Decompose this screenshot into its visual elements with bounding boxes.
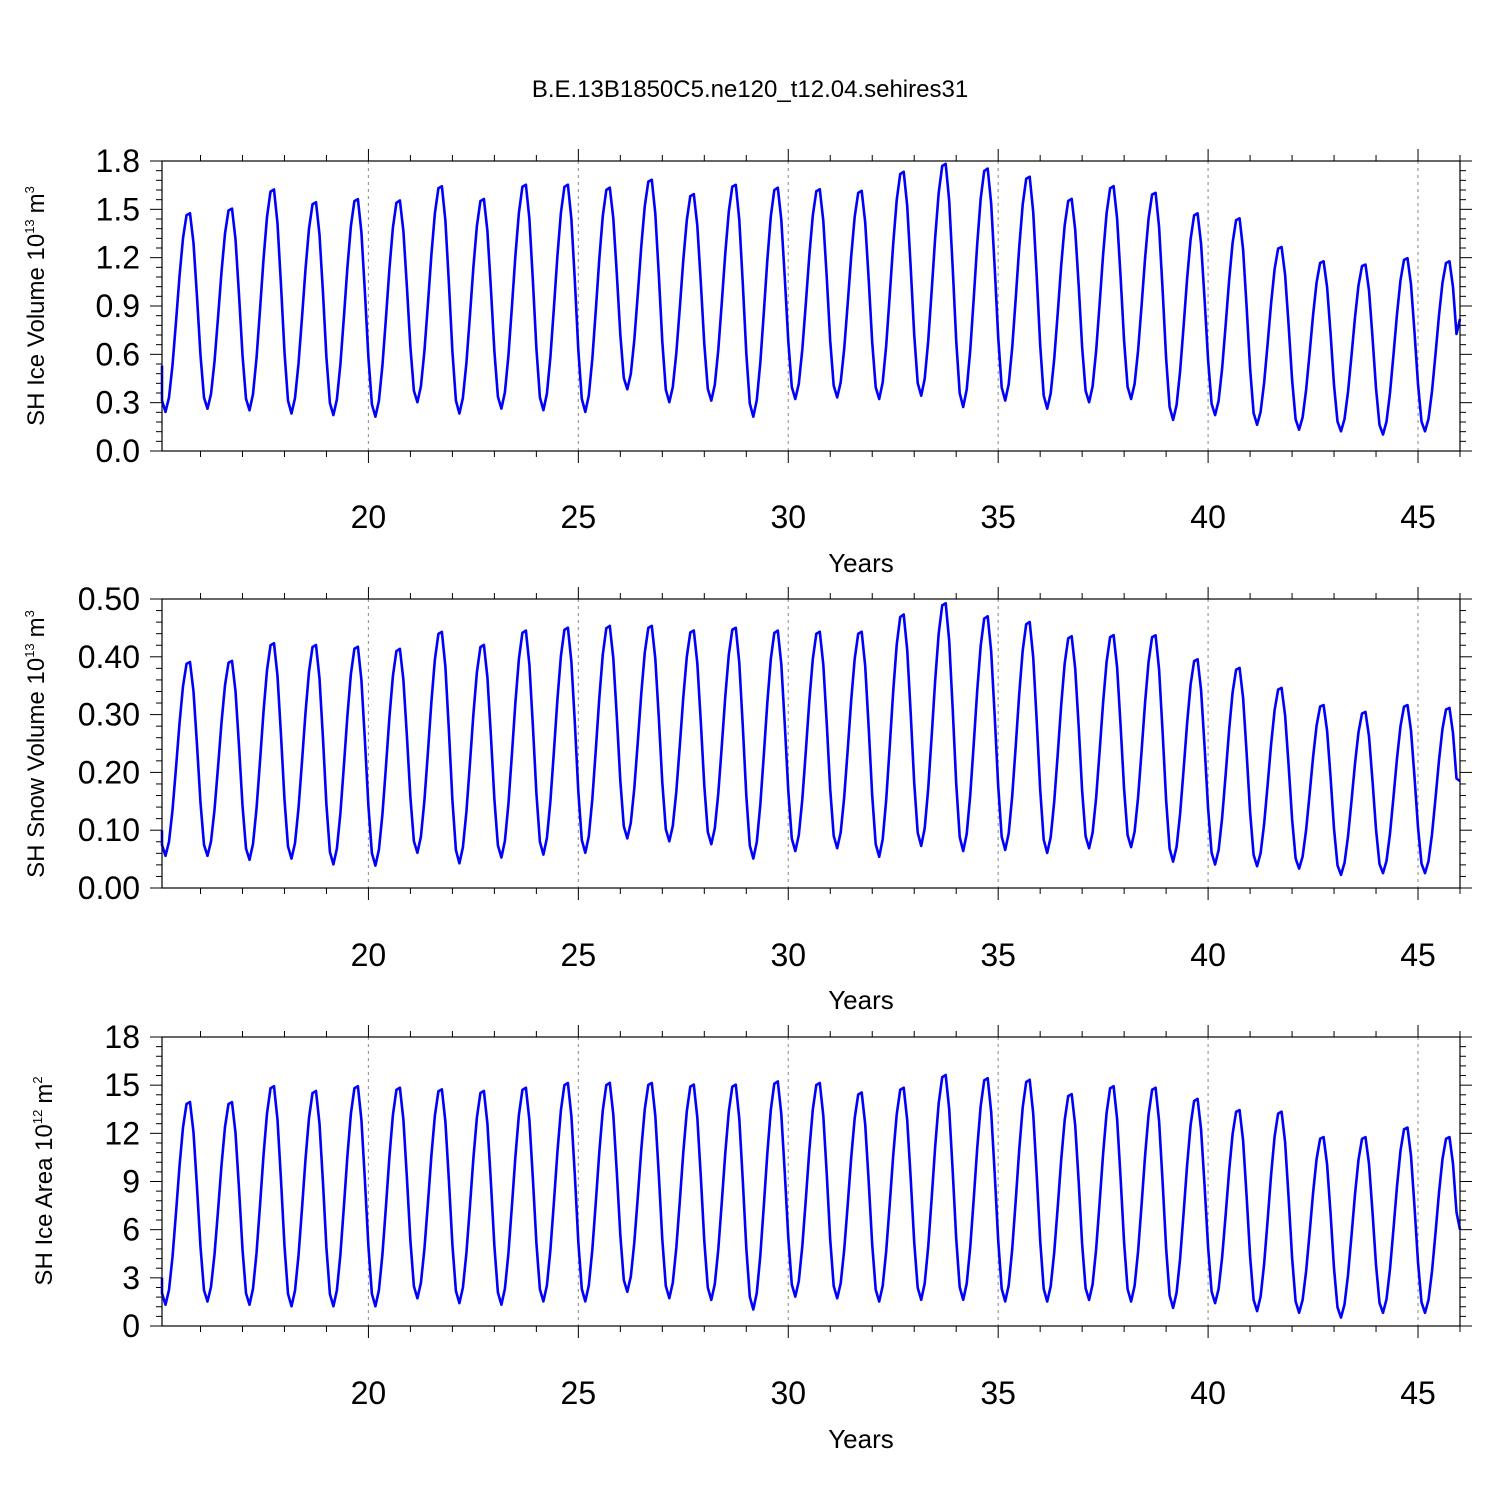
panel-ice-volume: 0.0 0.3 0.6 0.9 1.2 1.5 1.8 20 25 30 35 40 45 Years SH… [22,143,1472,578]
x-tick-label: 40 [1190,937,1226,973]
x-tick-label: 35 [980,499,1016,535]
series-line-ice-volume [160,162,1462,436]
y-tick-label: 0 [122,1308,140,1344]
x-tick-label: 30 [770,499,806,535]
y-tick-label: 0.10 [78,812,140,848]
x-tick-label: 35 [980,1375,1016,1411]
x-tick-label: 30 [770,937,806,973]
y-tick-label: 0.3 [96,385,140,421]
x-tick-label: 40 [1190,499,1226,535]
panel-snow-volume: 0.00 0.10 0.20 0.30 0.40 0.50 20 25 30 35 40 45 Year… [22,581,1472,1015]
y-tick-label: 0.30 [78,697,140,733]
y-tick-label: 9 [122,1164,140,1200]
y-tick-label: 0.00 [78,870,140,906]
x-tick-label: 30 [770,1375,806,1411]
plot-frame [161,160,1461,452]
x-tick-label: 20 [351,499,387,535]
y-tick-label: 6 [122,1212,140,1248]
y-axis-label: SH Ice Area 1012m2 [30,1076,58,1285]
y-tick-label: 0.0 [96,433,140,469]
y-tick-label: 1.5 [96,191,140,227]
x-tick-label: 20 [351,1375,387,1411]
y-tick-label: 1.8 [96,143,140,179]
x-tick-label: 35 [980,937,1016,973]
x-tick-label: 25 [561,1375,597,1411]
x-axis-label: Years [828,1424,894,1454]
x-tick-label: 45 [1400,937,1436,973]
y-tick-label: 0.20 [78,754,140,790]
y-tick-label: 0.6 [96,336,140,372]
x-tick-label: 40 [1190,1375,1226,1411]
chart-panels: 0.00.30.60.91.21.51.820 25 30 35 40 45YearsSH… [22,143,1472,1454]
y-tick-label: 12 [104,1115,140,1151]
y-axis-label: SH Snow Volume 1013m3 [22,610,50,878]
figure-title: B.E.13B1850C5.ne120_t12.04.sehires31 [532,76,968,103]
series-line-snow-volume [160,601,1461,877]
y-tick-label: 0.40 [78,639,140,675]
x-tick-label: 25 [561,499,597,535]
x-tick-label: 45 [1400,1375,1436,1411]
y-tick-label: 0.9 [96,288,140,324]
x-axis-label: Years [828,548,894,578]
y-tick-label: 3 [122,1260,140,1296]
plot-frame [161,1036,1461,1327]
series-line-ice-area [160,1073,1462,1319]
panel-ice-area: 0 3 6 9 12 15 18 20 25 30 35 40 45 Years SH Ice Area 1… [30,1019,1472,1454]
plot-frame [161,598,1461,889]
y-axis-label: SH Ice Volume 1013m3 [22,186,50,426]
x-tick-label: 20 [351,937,387,973]
y-tick-label: 18 [104,1019,140,1055]
x-tick-label: 45 [1400,499,1436,535]
y-tick-label: 15 [104,1067,140,1103]
y-tick-label: 1.2 [96,240,140,276]
y-tick-label: 0.50 [78,581,140,617]
x-axis-label: Years [828,985,894,1015]
x-tick-label: 25 [561,937,597,973]
